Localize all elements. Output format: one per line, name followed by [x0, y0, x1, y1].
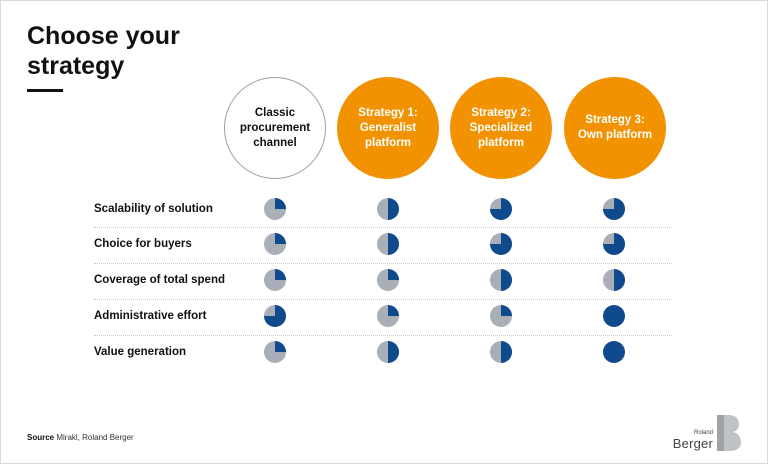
column-header-strategy-1: Strategy 1: Generalist platform	[337, 77, 439, 179]
harvey-ball	[490, 233, 512, 255]
harvey-ball	[603, 198, 625, 220]
logo-b-icon	[717, 415, 741, 451]
title-underline	[27, 89, 63, 92]
harvey-ball	[264, 269, 286, 291]
row-divider	[94, 263, 672, 264]
harvey-ball	[603, 269, 625, 291]
harvey-ball	[377, 341, 399, 363]
source-label: Source	[27, 433, 55, 442]
row-label: Administrative effort	[94, 310, 207, 322]
harvey-ball	[377, 305, 399, 327]
roland-berger-logo: Roland Berger	[673, 415, 741, 451]
column-header-strategy-2: Strategy 2: Specialized platform	[450, 77, 552, 179]
harvey-ball	[377, 269, 399, 291]
harvey-ball	[490, 198, 512, 220]
column-header-label: Classic procurement channel	[239, 106, 311, 149]
column-header-label: Strategy 1: Generalist platform	[358, 106, 418, 149]
harvey-ball	[490, 269, 512, 291]
row-divider	[94, 299, 672, 300]
row-divider	[94, 335, 672, 336]
source-note: Source Mirakl, Roland Berger	[27, 433, 134, 442]
row-divider	[94, 227, 672, 228]
harvey-ball	[490, 341, 512, 363]
harvey-ball	[603, 341, 625, 363]
harvey-ball	[264, 233, 286, 255]
harvey-ball	[490, 305, 512, 327]
harvey-ball	[603, 233, 625, 255]
column-header-strategy-3: Strategy 3: Own platform	[564, 77, 666, 179]
column-header-classic: Classic procurement channel	[224, 77, 326, 179]
row-label: Choice for buyers	[94, 238, 192, 250]
harvey-ball	[377, 233, 399, 255]
row-label: Scalability of solution	[94, 203, 213, 215]
harvey-ball	[377, 198, 399, 220]
logo-text-big: Berger	[672, 436, 713, 451]
harvey-ball	[603, 305, 625, 327]
harvey-ball	[264, 305, 286, 327]
row-label: Coverage of total spend	[94, 274, 225, 286]
logo-text-small: Roland	[693, 430, 713, 436]
harvey-ball	[264, 341, 286, 363]
page-title: Choose your strategy	[27, 22, 180, 80]
source-text: Mirakl, Roland Berger	[56, 433, 134, 442]
column-header-label: Strategy 3: Own platform	[577, 114, 653, 141]
column-header-label: Strategy 2: Specialized platform	[469, 106, 533, 149]
harvey-ball	[264, 198, 286, 220]
row-label: Value generation	[94, 346, 187, 358]
